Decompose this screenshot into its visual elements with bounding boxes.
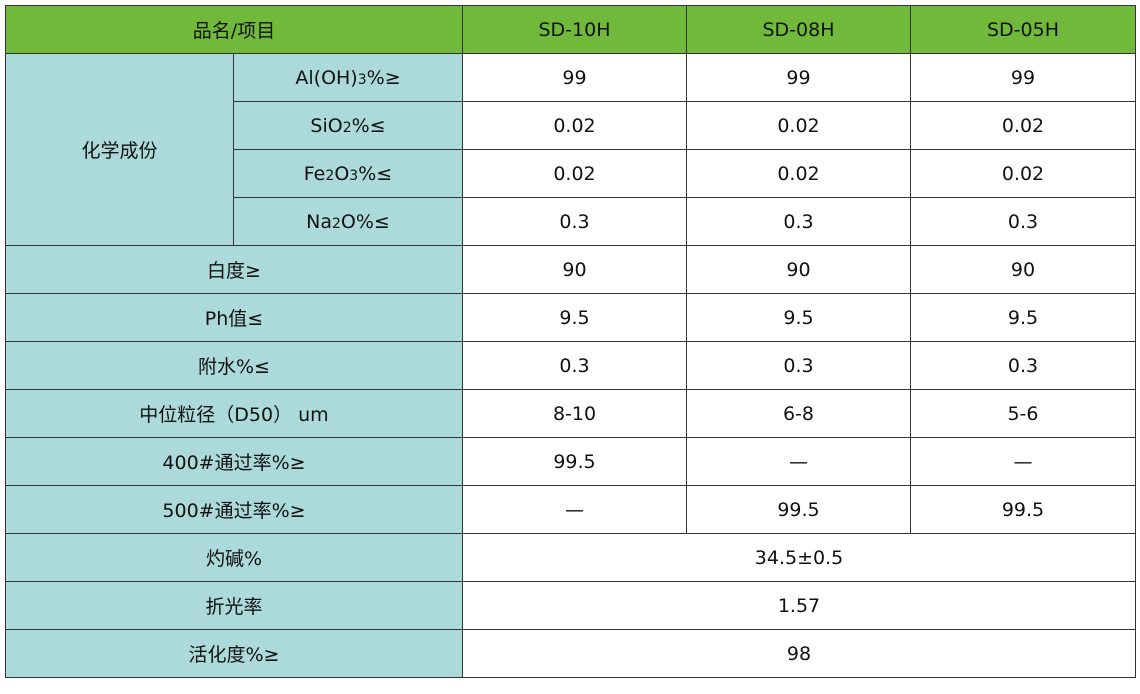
merged-cell: 34.5±0.5 bbox=[462, 533, 1136, 582]
table-row: 活化度%≥ 98 bbox=[5, 629, 1136, 678]
formula-part: O bbox=[334, 162, 350, 185]
table-row: 中位粒径（D50） um 8-10 6-8 5-6 bbox=[5, 389, 1136, 438]
table-row: 灼碱% 34.5±0.5 bbox=[5, 533, 1136, 582]
row-label: 折光率 bbox=[5, 581, 463, 630]
cell: 0.3 bbox=[910, 341, 1136, 390]
row-label: 中位粒径（D50） um bbox=[5, 389, 463, 438]
formula-part: O%≤ bbox=[340, 210, 390, 233]
table-row: 附水%≤ 0.3 0.3 0.3 bbox=[5, 341, 1136, 390]
formula-part: %≥ bbox=[366, 66, 401, 89]
row-label: Al(OH)3%≥ bbox=[233, 53, 463, 102]
cell: 8-10 bbox=[462, 389, 687, 438]
cell: 99.5 bbox=[462, 437, 687, 486]
row-label: SiO2%≤ bbox=[233, 101, 463, 150]
header-product: SD-05H bbox=[910, 5, 1136, 54]
cell: 9.5 bbox=[686, 293, 911, 342]
row-label: Ph值≤ bbox=[5, 293, 463, 342]
merged-rows: 灼碱% 34.5±0.5 折光率 1.57 活化度%≥ 98 bbox=[5, 533, 1136, 678]
formula-subscript: 2 bbox=[332, 215, 341, 232]
cell: 0.02 bbox=[686, 101, 911, 150]
cell: 90 bbox=[686, 245, 911, 294]
cell: 99.5 bbox=[686, 485, 911, 534]
cell: — bbox=[462, 485, 687, 534]
formula-subscript: 2 bbox=[342, 119, 352, 136]
cell: — bbox=[686, 437, 911, 486]
cell: 99 bbox=[462, 53, 687, 102]
row-label: 灼碱% bbox=[5, 533, 463, 582]
header-item: 品名/项目 bbox=[5, 5, 463, 54]
cell: 0.3 bbox=[686, 341, 911, 390]
formula-part: SiO bbox=[310, 114, 343, 137]
chem-group-label: 化学成份 bbox=[5, 53, 234, 246]
row-label: 附水%≤ bbox=[5, 341, 463, 390]
cell: 0.3 bbox=[462, 197, 687, 246]
cell: 6-8 bbox=[686, 389, 911, 438]
row-label: 500#通过率%≥ bbox=[5, 485, 463, 534]
cell: 99 bbox=[910, 53, 1136, 102]
row-label: 白度≥ bbox=[5, 245, 463, 294]
row-label: Fe2O3%≤ bbox=[233, 149, 463, 198]
cell: 0.02 bbox=[910, 101, 1136, 150]
cell: 5-6 bbox=[910, 389, 1136, 438]
table-row: 400#通过率%≥ 99.5— — bbox=[5, 437, 1136, 486]
cell: 0.3 bbox=[910, 197, 1136, 246]
cell: 99.5 bbox=[910, 485, 1136, 534]
formula-part: Al(OH) bbox=[295, 66, 358, 89]
cell: 9.5 bbox=[910, 293, 1136, 342]
formula-part: %≤ bbox=[351, 114, 386, 137]
formula-subscript: 3 bbox=[357, 71, 367, 88]
cell: 0.3 bbox=[462, 341, 687, 390]
formula-part: %≤ bbox=[358, 162, 393, 185]
merged-cell: 1.57 bbox=[462, 581, 1136, 630]
table-row: Ph值≤ 9.5 9.5 9.5 bbox=[5, 293, 1136, 342]
cell: 99 bbox=[686, 53, 911, 102]
row-label: Na2O%≤ bbox=[233, 197, 463, 246]
row-label: 400#通过率%≥ bbox=[5, 437, 463, 486]
header-product: SD-10H bbox=[462, 5, 687, 54]
formula-part: Fe bbox=[303, 162, 326, 185]
cell: 0.02 bbox=[910, 149, 1136, 198]
merged-cell: 98 bbox=[462, 629, 1136, 678]
formula-part: Na bbox=[306, 210, 332, 233]
cell: 0.3 bbox=[686, 197, 911, 246]
table-row: 500#通过率%≥ —99.5 99.5 bbox=[5, 485, 1136, 534]
cell: 0.02 bbox=[462, 101, 687, 150]
formula-subscript: 2 bbox=[325, 167, 335, 184]
property-rows: 白度≥ 90 90 90 Ph值≤ 9.5 9.5 9.5 附水%≤ 0.3 0.3 0.3 中位粒径（… bbox=[5, 245, 1136, 534]
cell: — bbox=[910, 437, 1136, 486]
cell: 90 bbox=[910, 245, 1136, 294]
spec-table: 品名/项目 SD-10H SD-08H SD-05H 化学成份 Al(OH)3%… bbox=[5, 5, 1136, 678]
table-row: 化学成份 Al(OH)3%≥ 99 99 99 bbox=[5, 53, 1136, 246]
cell: 90 bbox=[462, 245, 687, 294]
table-row: 折光率 1.57 bbox=[5, 581, 1136, 630]
cell: 9.5 bbox=[462, 293, 687, 342]
table-row: SiO2%≤ 0.02 0.02 0.02 bbox=[6, 101, 1136, 150]
formula-subscript: 3 bbox=[349, 167, 359, 184]
table-row: Na2O%≤ 0.3 0.3 0.3 bbox=[6, 197, 1136, 246]
header-product: SD-08H bbox=[686, 5, 911, 54]
table-row: 白度≥ 90 90 90 bbox=[5, 245, 1136, 294]
cell: 0.02 bbox=[686, 149, 911, 198]
table-row: Fe2O3%≤ 0.02 0.02 0.02 bbox=[6, 149, 1136, 198]
row-label: 活化度%≥ bbox=[5, 629, 463, 678]
header-row: 品名/项目 SD-10H SD-08H SD-05H bbox=[5, 5, 1136, 54]
cell: 0.02 bbox=[462, 149, 687, 198]
